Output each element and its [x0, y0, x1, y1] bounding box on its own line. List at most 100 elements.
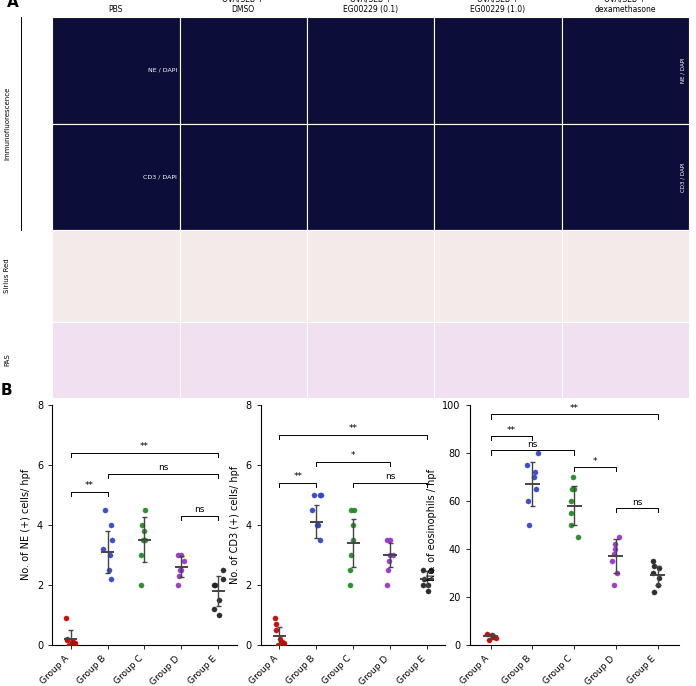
Y-axis label: No. of CD3 (+) cells/ hpf: No. of CD3 (+) cells/ hpf [230, 466, 240, 584]
Point [487, 630, 498, 641]
Point [531, 483, 542, 494]
Point [387, 549, 398, 560]
Point [654, 563, 665, 573]
Point [105, 519, 116, 530]
Point [652, 579, 663, 590]
Point [62, 635, 73, 646]
Point [139, 525, 150, 536]
Point [385, 534, 396, 545]
Point [381, 579, 393, 590]
Point [66, 637, 77, 648]
Point [610, 539, 621, 549]
Point [532, 447, 543, 458]
Point [174, 570, 185, 581]
Point [139, 534, 150, 545]
Point [173, 579, 184, 590]
Point [349, 504, 360, 515]
Text: ns: ns [195, 506, 205, 514]
Point [529, 466, 540, 477]
Point [306, 504, 317, 515]
Point [136, 579, 147, 590]
Point [348, 534, 359, 545]
Point [271, 624, 282, 635]
Point [522, 495, 533, 506]
Y-axis label: No. of eosinophils / hpf: No. of eosinophils / hpf [427, 469, 437, 581]
Point [140, 504, 151, 515]
Point [565, 508, 576, 519]
Text: Sirius Red: Sirius Red [4, 259, 10, 294]
Text: **: ** [85, 482, 93, 490]
Point [422, 585, 434, 596]
Point [315, 534, 326, 545]
Point [426, 565, 437, 576]
Text: ns: ns [385, 473, 395, 482]
Point [606, 556, 617, 567]
Point [384, 549, 395, 560]
Point [612, 567, 623, 578]
Text: **: ** [507, 425, 516, 435]
Point [417, 579, 428, 590]
Point [484, 635, 495, 646]
Point [567, 483, 578, 494]
Point [523, 519, 535, 530]
Point [315, 489, 326, 500]
Text: C: C [209, 383, 221, 398]
Point [70, 638, 81, 649]
Point [61, 613, 72, 624]
Point [209, 579, 221, 590]
Point [208, 604, 219, 615]
Point [345, 565, 356, 576]
Point [271, 618, 282, 629]
Point [381, 534, 393, 545]
Text: **: ** [349, 425, 358, 434]
Point [214, 594, 225, 605]
Point [608, 579, 619, 590]
Text: NE / DAPI: NE / DAPI [681, 58, 686, 83]
Text: CD3 / DAPI: CD3 / DAPI [143, 174, 177, 180]
Point [566, 519, 577, 530]
Text: **: ** [294, 473, 302, 482]
Point [653, 572, 664, 583]
Text: PAS: PAS [4, 353, 10, 366]
Point [137, 534, 148, 545]
Text: CD3 / DAPI: CD3 / DAPI [681, 163, 686, 192]
Point [106, 573, 117, 584]
Point [178, 556, 189, 567]
Point [649, 587, 660, 598]
Point [383, 565, 394, 576]
Text: A: A [7, 0, 19, 10]
Point [175, 565, 186, 576]
Text: ns: ns [158, 464, 168, 473]
Text: OVA/SEB +
DMSO: OVA/SEB + DMSO [223, 0, 264, 14]
Point [278, 638, 290, 649]
Point [346, 504, 357, 515]
Point [137, 519, 148, 530]
Point [275, 633, 286, 644]
Point [572, 531, 583, 542]
Text: **: ** [140, 442, 149, 451]
Point [609, 543, 620, 554]
Point [482, 628, 493, 639]
Text: *: * [593, 457, 597, 466]
Point [214, 609, 225, 620]
Text: PBS: PBS [109, 5, 123, 14]
Point [426, 565, 437, 576]
Point [565, 495, 576, 506]
Point [345, 579, 356, 590]
Text: **: ** [570, 404, 578, 413]
Point [347, 519, 358, 530]
Point [217, 565, 228, 576]
Text: OVA/SEB +
dexamethasone: OVA/SEB + dexamethasone [594, 0, 656, 14]
Point [209, 579, 220, 590]
Text: OVA/SEB +
EG00229 (1.0): OVA/SEB + EG00229 (1.0) [470, 0, 525, 14]
Point [569, 483, 580, 494]
Text: D: D [411, 383, 424, 398]
Point [100, 504, 111, 515]
Point [176, 549, 187, 560]
Point [647, 556, 658, 567]
Point [175, 565, 187, 576]
Point [418, 573, 429, 584]
Point [97, 543, 109, 554]
Point [312, 519, 323, 530]
Text: Immunofluorescence: Immunofluorescence [4, 87, 10, 161]
